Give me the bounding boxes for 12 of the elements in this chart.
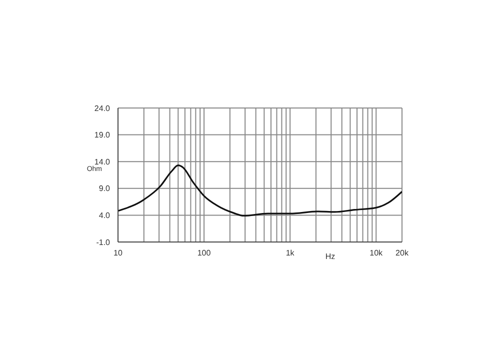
y-tick-label: -1.0 bbox=[96, 238, 111, 247]
y-tick-label: 9.0 bbox=[98, 184, 111, 194]
y-tick-label: 4.0 bbox=[98, 211, 111, 220]
x-tick-label: 10 bbox=[114, 248, 123, 258]
y-tick-label: 24.0 bbox=[94, 104, 111, 113]
y-tick-label: 14.0 bbox=[94, 157, 111, 166]
x-tick-label: 100 bbox=[197, 248, 212, 258]
x-tick-label: 20k bbox=[396, 248, 410, 258]
x-tick-label: 10k bbox=[370, 248, 384, 258]
x-axis-title: Hz bbox=[325, 252, 336, 261]
y-tick-label: 19.0 bbox=[94, 130, 111, 140]
x-tick-label: 1k bbox=[286, 248, 296, 258]
